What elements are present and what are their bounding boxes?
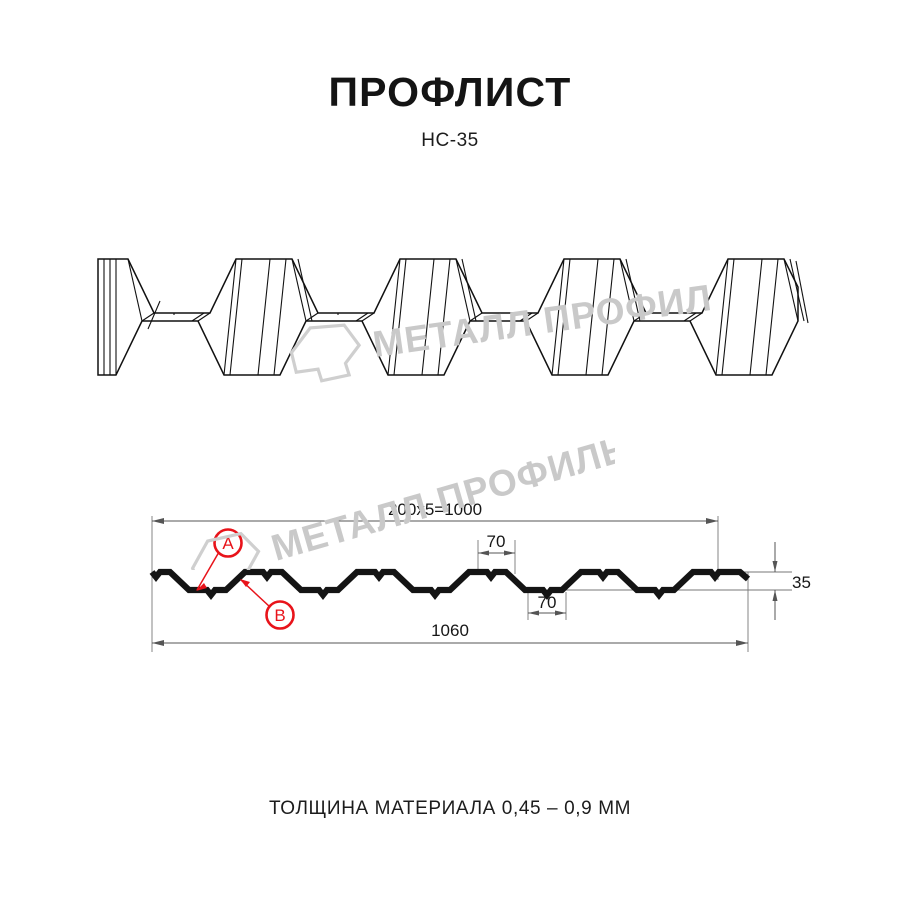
callouts: A B [196,528,295,630]
callout-b-arrow [240,579,250,587]
dimension-label-pitch-total: 200x5=1000 [388,500,482,519]
dimension-top-flange: 70 [478,532,515,556]
dimension-bottom-flange: 70 [528,593,566,616]
footer: ТОЛЩИНА МАТЕРИАЛА 0,45 – 0,9 ММ [0,798,900,820]
dimension-overall-width: 1060 [152,621,748,646]
material-thickness-note: ТОЛЩИНА МАТЕРИАЛА 0,45 – 0,9 ММ [268,798,632,819]
cross-section-view: 200x5=1000 70 70 1060 [120,480,840,680]
cross-section-svg: 200x5=1000 70 70 1060 [149,500,811,652]
callout-b-label: B [274,606,285,625]
header: ПРОФЛИСТ НС-35 [0,72,900,152]
page-title: ПРОФЛИСТ [328,69,572,115]
perspective-svg [97,258,809,376]
callout-a-leader [196,551,220,591]
dimension-label-profile-height: 35 [792,573,811,592]
profile-section [149,568,751,600]
callout-a-arrow [196,583,207,591]
dimension-label-bottom-flange: 70 [538,593,557,612]
dimension-label-overall-width: 1060 [431,621,469,640]
callout-b-circle[interactable] [265,600,295,630]
dimension-label-top-flange: 70 [487,532,506,551]
page-subtitle: НС-35 [421,130,479,151]
callout-a-label: A [222,534,234,553]
dimension-pitch-total: 200x5=1000 [152,500,718,524]
perspective-view [70,225,830,420]
dimension-profile-height: 35 [772,542,811,620]
